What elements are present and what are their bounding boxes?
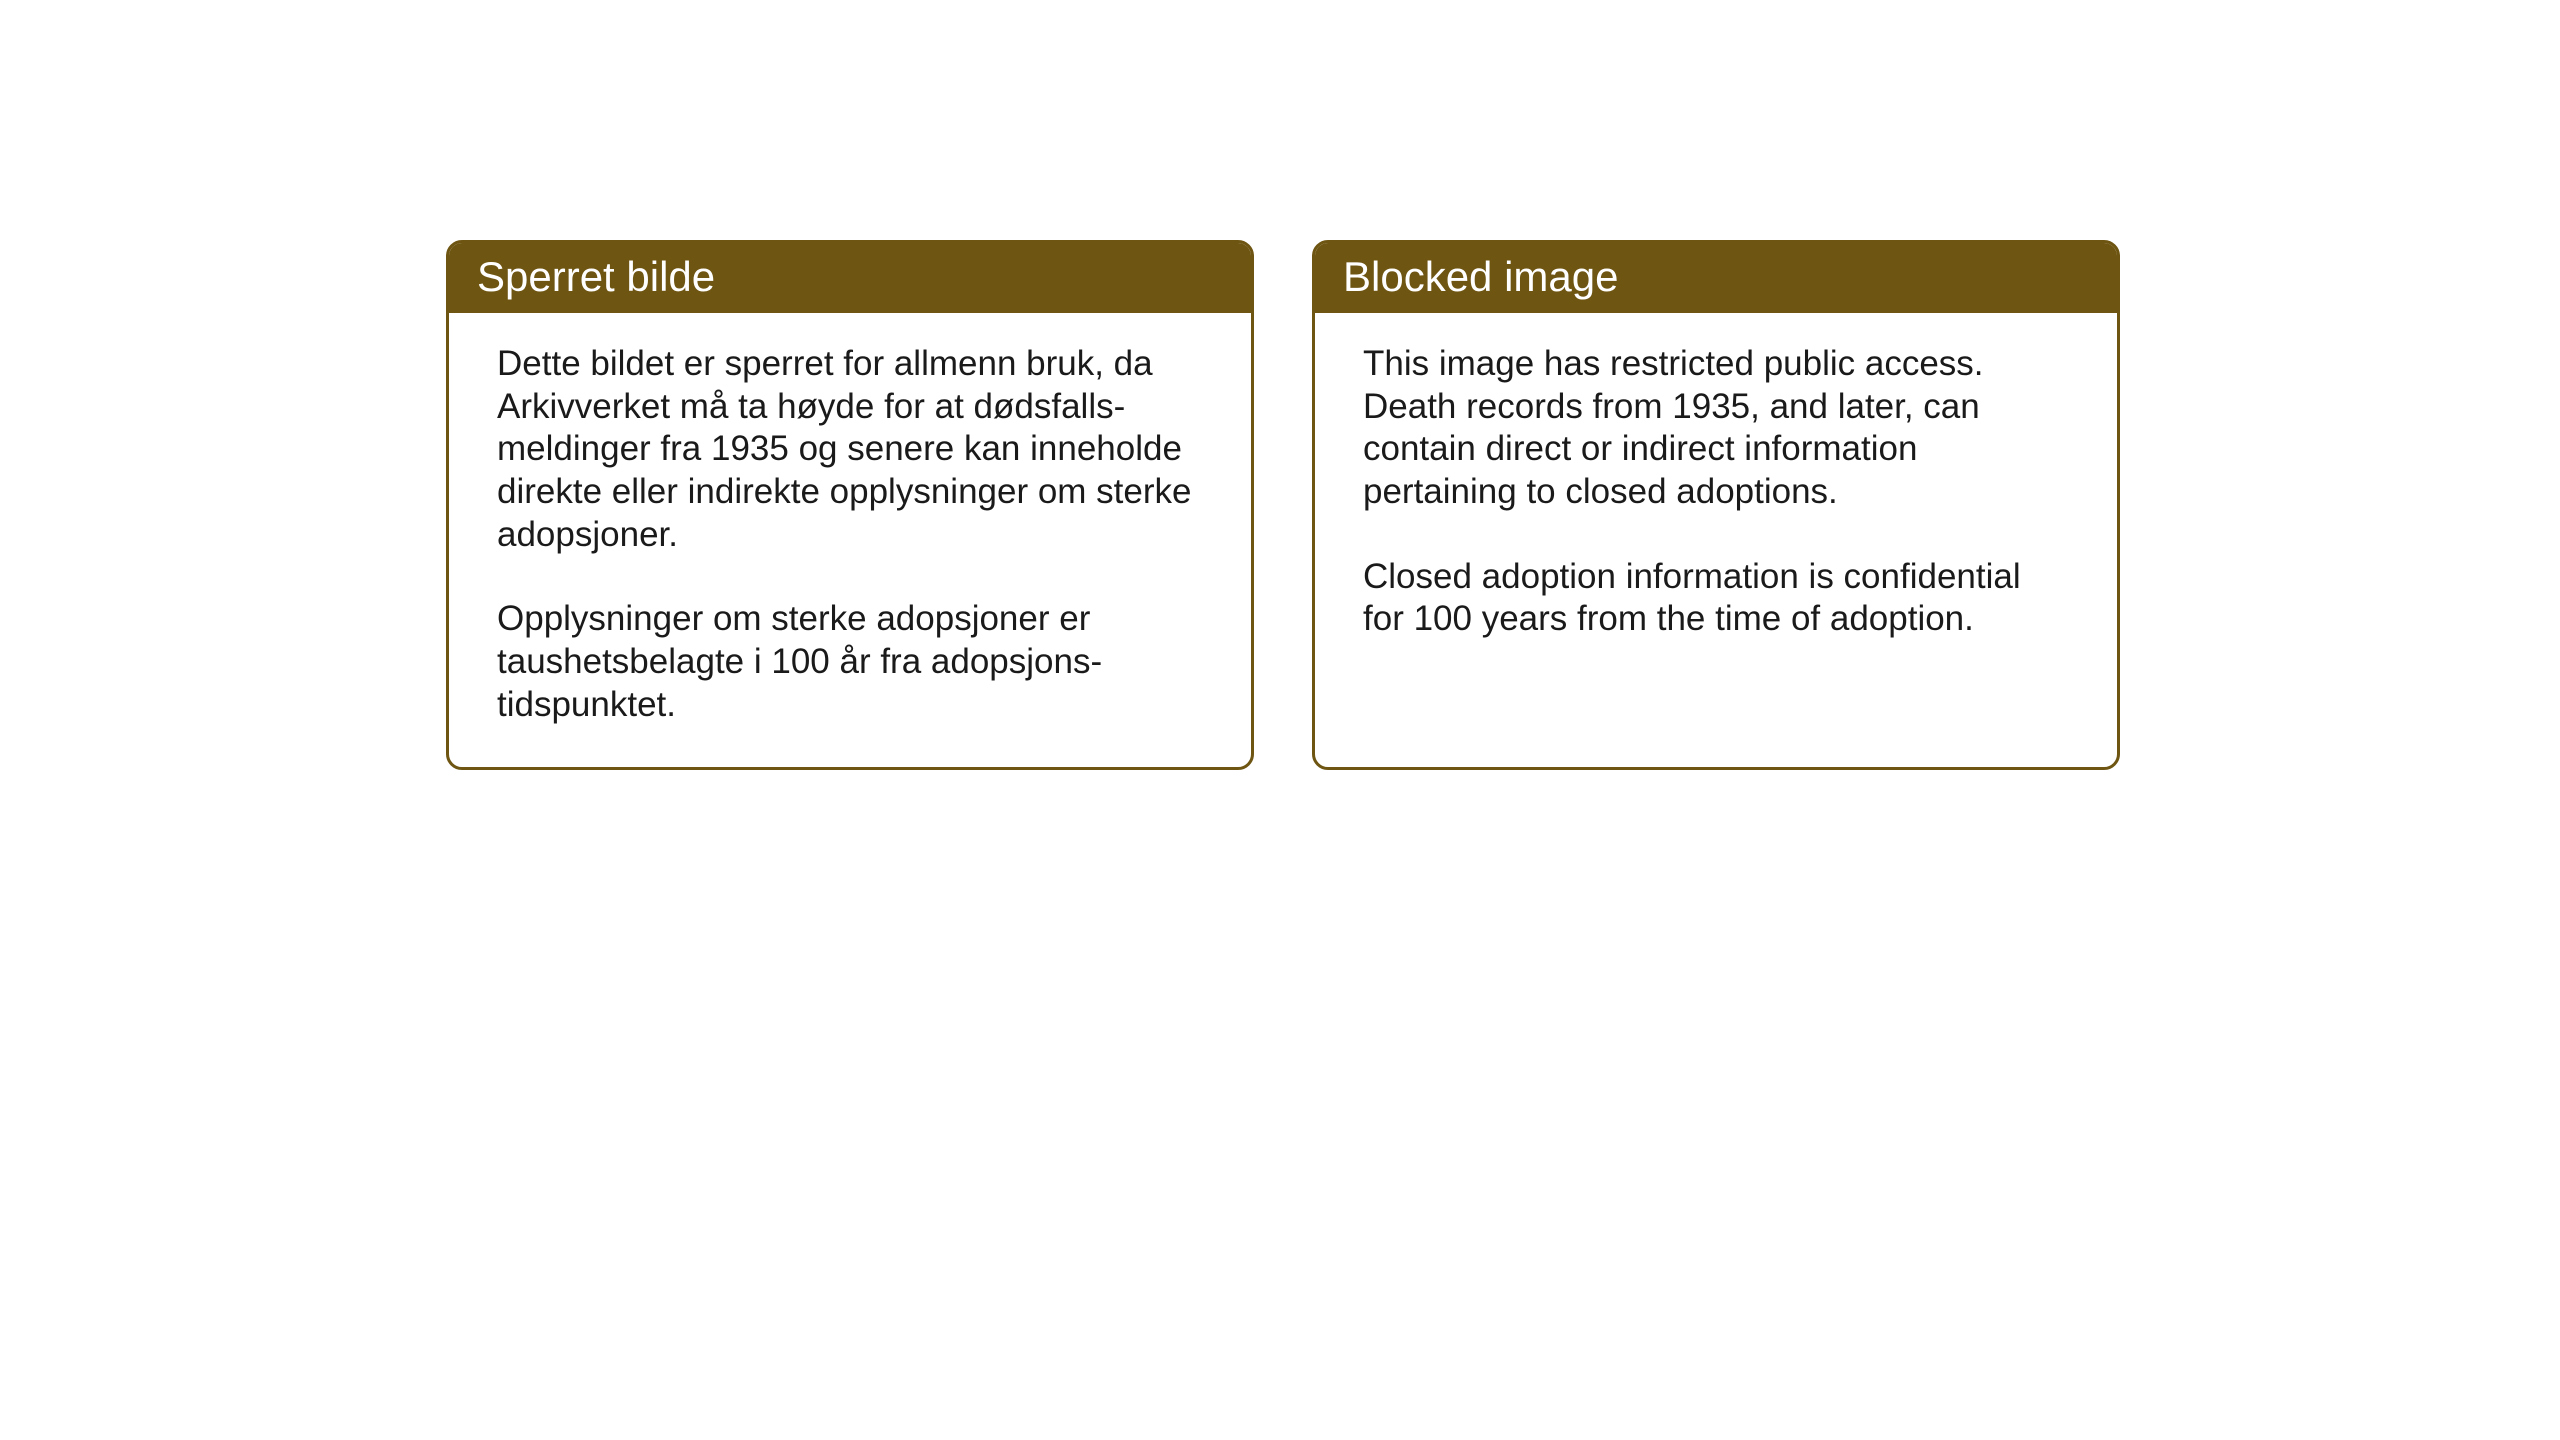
card-paragraph: Closed adoption information is confident… <box>1363 556 2069 641</box>
card-body-norwegian: Dette bildet er sperret for allmenn bruk… <box>449 313 1251 767</box>
notice-cards-container: Sperret bilde Dette bildet er sperret fo… <box>446 240 2120 770</box>
notice-card-english: Blocked image This image has restricted … <box>1312 240 2120 770</box>
card-paragraph: Dette bildet er sperret for allmenn bruk… <box>497 343 1203 556</box>
card-header-english: Blocked image <box>1315 243 2117 313</box>
card-body-english: This image has restricted public access.… <box>1315 313 2117 681</box>
card-header-norwegian: Sperret bilde <box>449 243 1251 313</box>
card-paragraph: This image has restricted public access.… <box>1363 343 2069 514</box>
notice-card-norwegian: Sperret bilde Dette bildet er sperret fo… <box>446 240 1254 770</box>
card-paragraph: Opplysninger om sterke adopsjoner er tau… <box>497 598 1203 726</box>
